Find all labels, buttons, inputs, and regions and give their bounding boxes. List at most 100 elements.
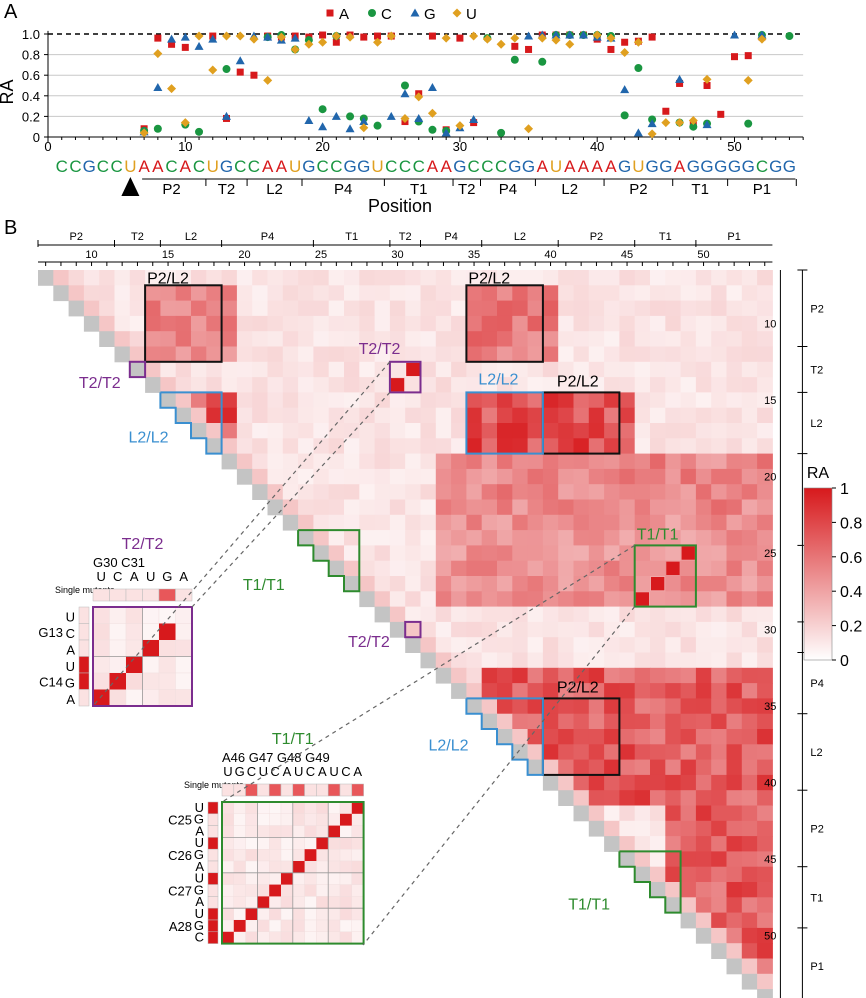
data-point-C — [785, 32, 794, 41]
heatmap-cell — [420, 514, 437, 531]
heatmap-cell — [236, 270, 253, 286]
heatmap-cell — [757, 453, 773, 470]
heatmap-cell — [573, 331, 590, 347]
heatmap-cell — [451, 637, 467, 653]
heatmap-cell — [542, 637, 559, 653]
heatmap-cell — [619, 851, 636, 868]
heatmap-cell — [634, 270, 651, 286]
heatmap-cell — [711, 882, 727, 898]
heatmap-cell — [420, 315, 437, 332]
p2l2-box — [465, 284, 544, 363]
heatmap-cell — [558, 468, 574, 485]
sequence-nucleotide: G — [646, 157, 659, 176]
heatmap-cell — [374, 300, 391, 317]
heatmap-cell — [650, 300, 666, 317]
heatmap-cell — [451, 683, 467, 699]
inset-row-letter: U — [66, 659, 75, 674]
heatmap-cell — [711, 346, 727, 363]
heatmap-cell — [573, 270, 590, 286]
heatmap-cell — [650, 805, 666, 822]
heatmap-cell — [252, 346, 268, 363]
heatmap-cell — [695, 300, 712, 317]
heatmap-cell — [282, 377, 299, 393]
heatmap-cell — [619, 514, 636, 531]
heatmap-cell — [175, 392, 192, 409]
heatmap-cell — [619, 836, 636, 852]
inset-cell — [158, 672, 176, 690]
heatmap-cell — [282, 361, 299, 378]
data-point-A — [456, 34, 464, 42]
inset-cell — [92, 672, 110, 690]
heatmap-cell — [389, 484, 406, 500]
region-label: T1 — [410, 181, 428, 198]
data-point-G — [208, 34, 218, 43]
heatmap-cell — [374, 560, 391, 577]
heatmap-cell — [757, 836, 773, 852]
heatmap-cell — [527, 270, 544, 286]
heatmap-cell — [695, 331, 712, 347]
data-point-U — [359, 123, 369, 133]
heatmap-cell — [558, 744, 574, 761]
heatmap-cell — [252, 270, 268, 286]
single-mutant-cell — [233, 783, 246, 797]
inset-cell — [304, 825, 317, 838]
heatmap-cell — [680, 606, 697, 623]
inset-column-letter: U — [223, 764, 232, 779]
heatmap-cell — [588, 576, 605, 592]
heatmap-cell — [634, 606, 651, 623]
heatmap-cell — [619, 361, 636, 378]
heatmap-cell — [466, 407, 483, 424]
heatmap-cell — [221, 453, 238, 470]
heatmap-cell — [558, 407, 574, 424]
heatmap-cell — [604, 698, 620, 715]
heatmap-cell — [634, 453, 651, 470]
data-point-C — [195, 127, 204, 136]
data-point-U — [441, 33, 451, 43]
inset-column-header: A46 G47 G48 G49 — [222, 750, 330, 765]
heatmap-cell — [619, 407, 636, 424]
heatmap-cell — [497, 468, 513, 485]
heatmap-cell — [542, 468, 559, 485]
heatmap-cell — [711, 652, 727, 669]
inset-cell — [221, 896, 235, 909]
heatmap-cell — [298, 377, 314, 393]
heatmap-cell — [359, 300, 376, 317]
heatmap-cell — [191, 377, 207, 393]
heatmap-cell — [206, 285, 223, 302]
l2l2-label: L2/L2 — [129, 429, 169, 446]
data-point-G — [180, 32, 190, 41]
heatmap-cell — [711, 820, 727, 837]
heatmap-cell — [451, 652, 467, 669]
heatmap-cell — [298, 392, 314, 409]
region-label: P4 — [499, 181, 517, 198]
heatmap-cell — [282, 315, 299, 332]
right-tick-label: 45 — [764, 854, 776, 866]
heatmap-cell — [420, 438, 437, 455]
data-point-A — [648, 33, 656, 41]
heatmap-cell — [650, 606, 666, 623]
heatmap-cell — [757, 514, 773, 531]
heatmap-cell — [344, 407, 360, 424]
heatmap-cell — [588, 652, 605, 669]
heatmap-cell — [282, 499, 299, 516]
heatmap-cell — [588, 377, 605, 393]
heatmap-cell — [542, 423, 559, 439]
data-point-G — [757, 30, 767, 39]
heatmap-cell — [420, 621, 437, 638]
heatmap-cell — [573, 423, 590, 439]
heatmap-cell — [665, 882, 682, 898]
heatmap-cell — [680, 499, 697, 516]
heatmap-cell — [252, 468, 268, 485]
heatmap-cell — [435, 270, 452, 286]
heatmap-cell — [680, 790, 697, 806]
heatmap-cell — [481, 392, 498, 409]
sequence-nucleotide: G — [700, 157, 713, 176]
heatmap-cell — [481, 300, 498, 317]
heatmap-cell — [405, 637, 421, 653]
inset-row-letter: C — [66, 626, 75, 641]
heatmap-cell — [497, 300, 513, 317]
heatmap-cell — [267, 331, 284, 347]
heatmap-cell — [695, 361, 712, 378]
heatmap-cell — [451, 392, 467, 409]
heatmap-cell — [573, 392, 590, 409]
